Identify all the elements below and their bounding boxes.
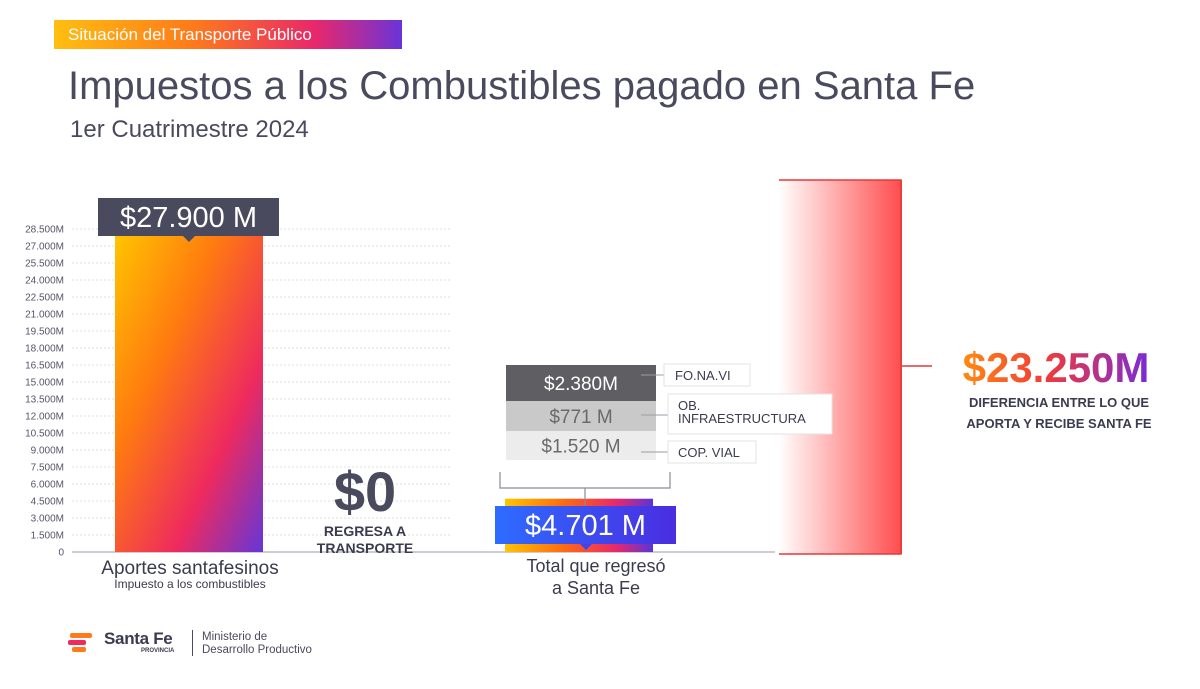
y-tick-label: 6.000M (31, 480, 64, 491)
x-sublabel-aportes: Impuesto a los combustibles (114, 577, 265, 591)
y-tick-label: 19.500M (25, 327, 64, 338)
sum-bracket (499, 472, 671, 506)
y-tick-label: 28.500M (25, 225, 64, 236)
breakdown-segment (506, 431, 656, 460)
difference-panel-border (779, 179, 902, 555)
breakdown-name: COP. VIAL (678, 445, 740, 460)
y-tick-label: 15.000M (25, 378, 64, 389)
section-badge: Situación del Transporte Público (54, 20, 402, 49)
y-tick-label: 25.500M (25, 259, 64, 270)
y-tick-label: 21.000M (25, 310, 64, 321)
bar-total-value-box (495, 506, 676, 544)
y-tick-label: 27.000M (25, 242, 64, 253)
callout-box (667, 440, 757, 464)
y-tick-label: 10.500M (25, 429, 64, 440)
difference-value: $23.250M (963, 344, 1150, 391)
brand-subtitle: PROVINCIA (141, 648, 175, 654)
x-label-aportes: Aportes santafesinos (101, 558, 278, 579)
value-box-pointer (183, 236, 195, 242)
y-tick-label: 22.500M (25, 293, 64, 304)
ministry-name: Ministerio de Desarrollo Productivo (202, 631, 312, 657)
bar-zero-value: $0 (334, 460, 396, 523)
y-tick-label: 1.500M (31, 531, 64, 542)
page-subtitle: 1er Cuatrimestre 2024 (70, 116, 309, 143)
x-label-regresa-line1: REGRESA A (324, 523, 406, 539)
y-tick-label: 9.000M (31, 446, 64, 457)
callout-box (663, 363, 751, 387)
x-label-total-line2: a Santa Fe (552, 578, 640, 598)
y-tick-label: 7.500M (31, 463, 64, 474)
y-tick-label: 0 (58, 548, 64, 559)
bar-aportes-value-box (98, 198, 279, 236)
difference-caption-line1: DIFERENCIA ENTRE LO QUE (969, 395, 1149, 410)
bar-aportes (115, 235, 263, 553)
x-label-total-line1: Total que regresó (526, 556, 665, 576)
y-tick-label: 3.000M (31, 514, 64, 525)
breakdown-value: $771 M (549, 407, 612, 428)
breakdown-value: $1.520 M (541, 437, 620, 458)
bar-aportes-value: $27.900 M (120, 202, 257, 234)
y-tick-label: 16.500M (25, 361, 64, 372)
brand-name: Santa Fe (104, 629, 173, 648)
callout-box (667, 393, 833, 435)
breakdown-segment (506, 365, 656, 401)
brand-divider (192, 630, 193, 656)
difference-panel (779, 180, 902, 554)
page-title: Impuestos a los Combustibles pagado en S… (68, 64, 976, 108)
x-label-regresa-line2: TRANSPORTE (317, 540, 413, 556)
breakdown-name: FO.NA.VI (675, 368, 731, 383)
breakdown-value: $2.380M (544, 374, 618, 395)
ministry-line-2: Desarrollo Productivo (202, 644, 312, 656)
y-tick-label: 24.000M (25, 276, 64, 287)
y-tick-label: 4.500M (31, 497, 64, 508)
y-tick-label: 13.500M (25, 395, 64, 406)
y-tick-label: 12.000M (25, 412, 64, 423)
y-tick-label: 18.000M (25, 344, 64, 355)
santa-fe-logo-icon (68, 633, 92, 652)
bar-total-value: $4.701 M (525, 510, 646, 542)
fuel-tax-chart: 0 1.500M 3.000M 4.500M 6.000M 7.500M 9.000M 10.… (25, 179, 1152, 598)
breakdown-name-line1: OB. (678, 398, 700, 413)
value-box-pointer (580, 544, 592, 550)
breakdown-name-line2: INFRAESTRUCTURA (678, 411, 806, 426)
ministry-line-1: Ministerio de (202, 631, 268, 643)
breakdown-segment (506, 401, 656, 431)
difference-caption-line2: APORTA Y RECIBE SANTA FE (966, 416, 1151, 431)
